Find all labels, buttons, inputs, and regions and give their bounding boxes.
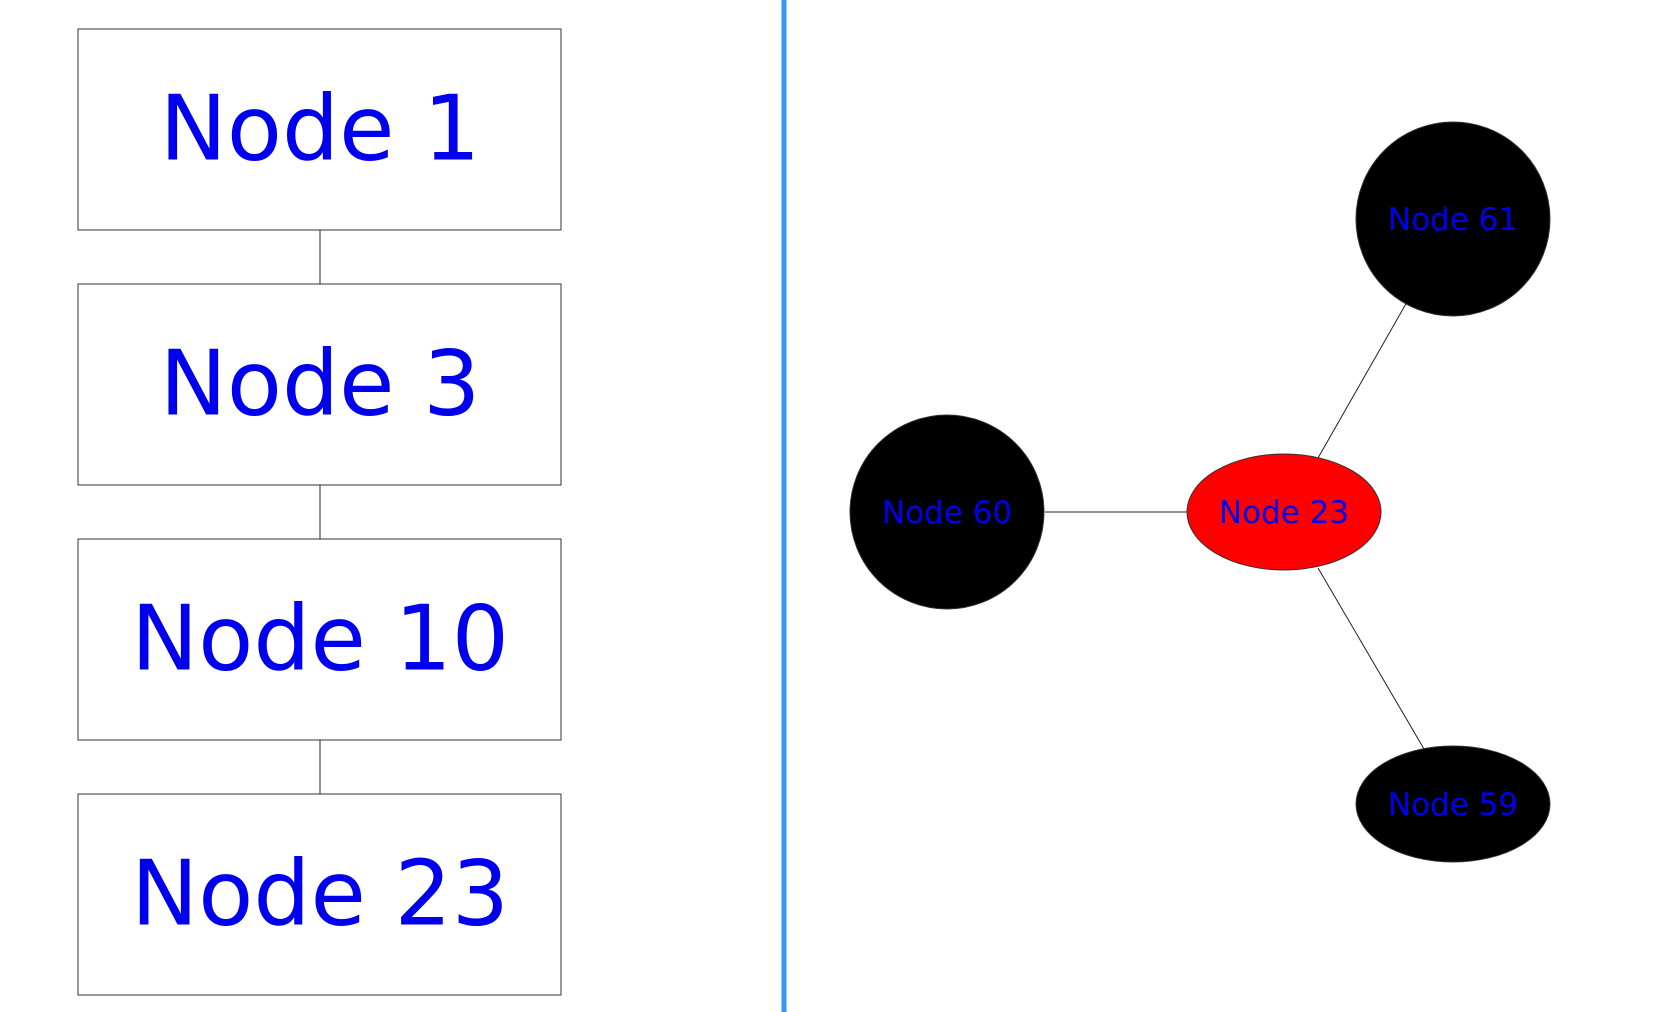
right-panel: Node 60 Node 23 Node 61 Node 59 xyxy=(849,121,1551,863)
path-node-label: Node 23 xyxy=(131,842,509,947)
graph-node[interactable]: Node 60 xyxy=(849,414,1045,610)
path-node-rect xyxy=(77,793,562,996)
graph-edge xyxy=(1317,301,1408,459)
path-node-label: Node 10 xyxy=(131,587,509,692)
graph-node-label: Node 60 xyxy=(882,495,1012,531)
graph-node-label: Node 59 xyxy=(1388,787,1518,823)
path-node-label: Node 1 xyxy=(160,77,481,182)
graph-node-ellipse xyxy=(1186,453,1382,571)
path-node-rect xyxy=(77,28,562,231)
graph-node[interactable]: Node 61 xyxy=(1355,121,1551,317)
graph-node-label: Node 61 xyxy=(1388,202,1518,238)
path-node-box[interactable]: Node 10 xyxy=(77,538,562,741)
graph-node-circle xyxy=(849,414,1045,610)
graph-edges xyxy=(1045,301,1425,750)
path-node-box[interactable]: Node 1 xyxy=(77,28,562,231)
graph-node[interactable]: Node 59 xyxy=(1355,745,1551,863)
path-node-label: Node 3 xyxy=(160,332,481,437)
left-panel: Node 1 Node 3 Node 10 Node 23 xyxy=(77,28,562,996)
graph-node-circle xyxy=(1355,121,1551,317)
graph-node-selected[interactable]: Node 23 xyxy=(1186,453,1382,571)
path-node-box[interactable]: Node 3 xyxy=(77,283,562,486)
graph-edge xyxy=(1317,567,1425,750)
graph-node-ellipse xyxy=(1355,745,1551,863)
graph-node-label: Node 23 xyxy=(1219,495,1349,531)
path-node-box[interactable]: Node 23 xyxy=(77,793,562,996)
path-node-rect xyxy=(77,538,562,741)
path-node-rect xyxy=(77,283,562,486)
